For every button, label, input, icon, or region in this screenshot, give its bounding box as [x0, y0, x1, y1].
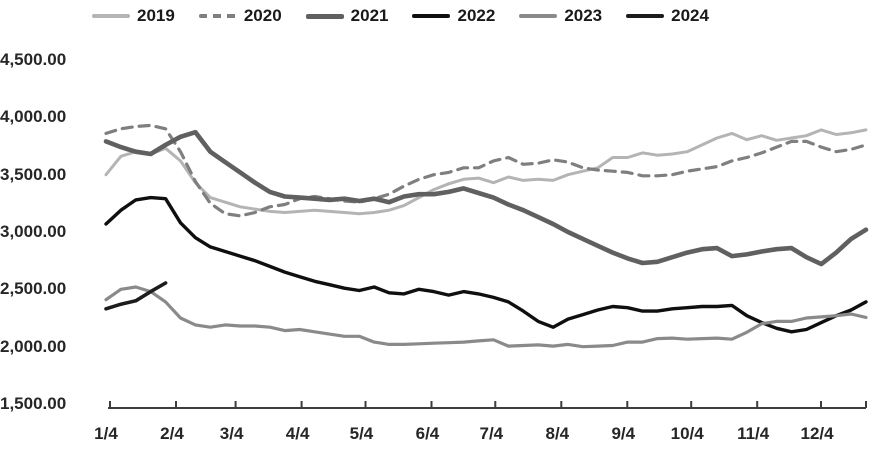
legend-item-2023: 2023 [519, 6, 602, 26]
legend-swatch-2023-line-icon [519, 14, 558, 18]
y-axis-tick-label: 3,500.00 [0, 164, 67, 184]
y-axis-tick-label: 2,000.00 [0, 336, 67, 356]
legend-item-2020: 2020 [198, 6, 282, 26]
series-line-2024 [104, 281, 168, 311]
legend-swatch-2022-line-icon [412, 14, 451, 18]
series-line-2022 [104, 195, 868, 334]
y-axis-tick-label: 4,500.00 [0, 50, 67, 69]
chart-legend: 2019 2020 2021 2022 2023 2024 [92, 6, 709, 26]
series-line-2020 [104, 123, 868, 218]
legend-item-2021: 2021 [305, 6, 389, 26]
series-line-2019 [104, 128, 868, 216]
legend-item-2019: 2019 [92, 6, 175, 26]
y-axis-tick-label: 4,000.00 [0, 107, 67, 127]
legend-swatch-2019-line-icon [92, 14, 130, 18]
x-axis-tick-label: 10/4 [670, 424, 704, 443]
legend-label: 2021 [350, 6, 389, 25]
x-axis-tick-label: 6/4 [415, 424, 440, 443]
x-axis-line [108, 401, 867, 409]
y-axis-tick-label: 3,000.00 [0, 222, 67, 241]
x-axis-tick-label: 1/4 [94, 424, 118, 443]
x-axis-tick-label: 11/4 [737, 424, 770, 443]
legend-swatch-2024-line-icon [626, 14, 665, 18]
x-axis-tick-label: 12/4 [800, 424, 834, 443]
legend-label: 2024 [671, 6, 709, 25]
y-axis-tick-label: 2,500.00 [0, 279, 67, 299]
legend-swatch-2021-line-icon [305, 13, 344, 19]
x-axis-tick-label: 8/4 [545, 424, 570, 443]
legend-swatch-2020-dashed-line-icon [198, 14, 237, 18]
legend-item-2024: 2024 [626, 6, 709, 26]
legend-label: 2022 [457, 6, 496, 25]
x-axis-tick-label: 4/4 [285, 424, 310, 443]
x-axis-tick-label: 5/4 [349, 424, 374, 443]
x-axis-tick-label: 2/4 [160, 424, 184, 443]
legend-label: 2020 [243, 6, 282, 25]
y-axis-tick-label: 1,500.00 [0, 394, 67, 413]
legend-label: 2023 [564, 6, 603, 25]
x-axis-tick-label: 7/4 [479, 424, 504, 443]
legend-label: 2019 [137, 6, 175, 25]
x-axis-tick-label: 9/4 [611, 424, 636, 443]
x-axis-tick-label: 3/4 [219, 424, 244, 443]
legend-item-2022: 2022 [412, 6, 495, 26]
series-line-2023 [104, 285, 868, 349]
series-line-2021 [103, 129, 869, 267]
